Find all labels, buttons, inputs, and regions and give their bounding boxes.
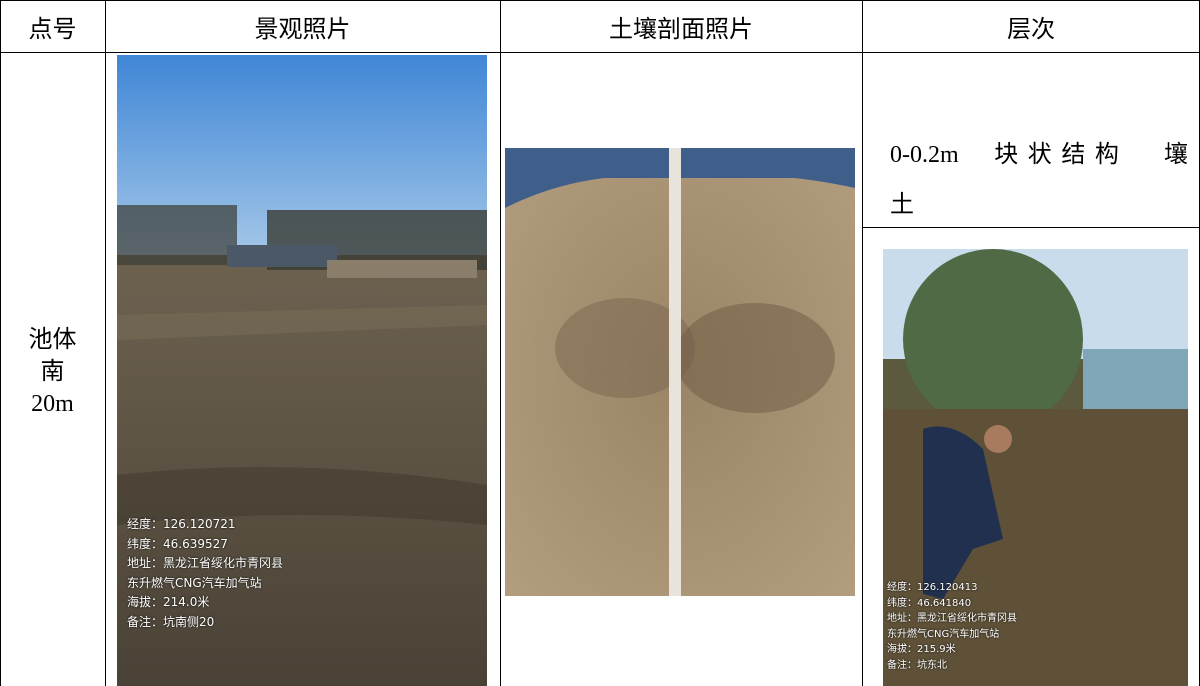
- rule: [862, 227, 1200, 228]
- header-cell: 土壤剖面照片: [609, 16, 753, 43]
- point-line: 南: [40, 359, 65, 385]
- rule: [862, 0, 863, 686]
- layer-cell: 0-0.2m 块状结构 壤 土: [890, 130, 1188, 230]
- rule: [0, 52, 1200, 53]
- layer-line: 0-0.2m 块状结构 壤: [890, 142, 1188, 168]
- rule: [0, 0, 1, 686]
- rule: [500, 0, 501, 686]
- header-cell: 景观照片: [254, 16, 351, 43]
- caption-line: 备注：坑东北: [887, 659, 947, 671]
- caption-line: 经度：126.120413: [887, 582, 978, 593]
- caption-line: 纬度：46.639527: [127, 536, 228, 551]
- header-cell: 点号: [28, 16, 77, 43]
- caption-line: 东升燃气CNG汽车加气站: [127, 575, 262, 590]
- caption-line: 备注：坑南侧20: [127, 614, 215, 629]
- caption-line: 海拔：214.0米: [127, 595, 210, 609]
- rule: [105, 0, 106, 686]
- photo-caption: 经度：126.120721 纬度：46.639527 地址：黑龙江省绥化市青冈县…: [127, 515, 283, 632]
- caption-line: 经度：126.120721: [127, 517, 236, 531]
- photo-caption: 经度：126.120413 纬度：46.641840 地址：黑龙江省绥化市青冈县…: [887, 580, 1017, 673]
- point-line: 池体: [28, 327, 77, 353]
- profile-photo: [883, 249, 1188, 686]
- landscape-photo: [117, 55, 487, 686]
- soil-photo: [505, 148, 855, 596]
- point-cell: 池体 南 20m: [0, 324, 105, 420]
- caption-line: 地址：黑龙江省绥化市青冈县: [127, 556, 284, 570]
- rule: [0, 0, 1200, 1]
- header-cell: 层次: [1007, 16, 1055, 43]
- caption-line: 东升燃气CNG汽车加气站: [887, 628, 1000, 640]
- point-line: 20m: [31, 391, 74, 417]
- caption-line: 地址：黑龙江省绥化市青冈县: [887, 613, 1017, 624]
- caption-line: 纬度：46.641840: [887, 597, 972, 609]
- layer-line: 土: [890, 192, 914, 218]
- caption-line: 海拔：215.9米: [887, 644, 956, 655]
